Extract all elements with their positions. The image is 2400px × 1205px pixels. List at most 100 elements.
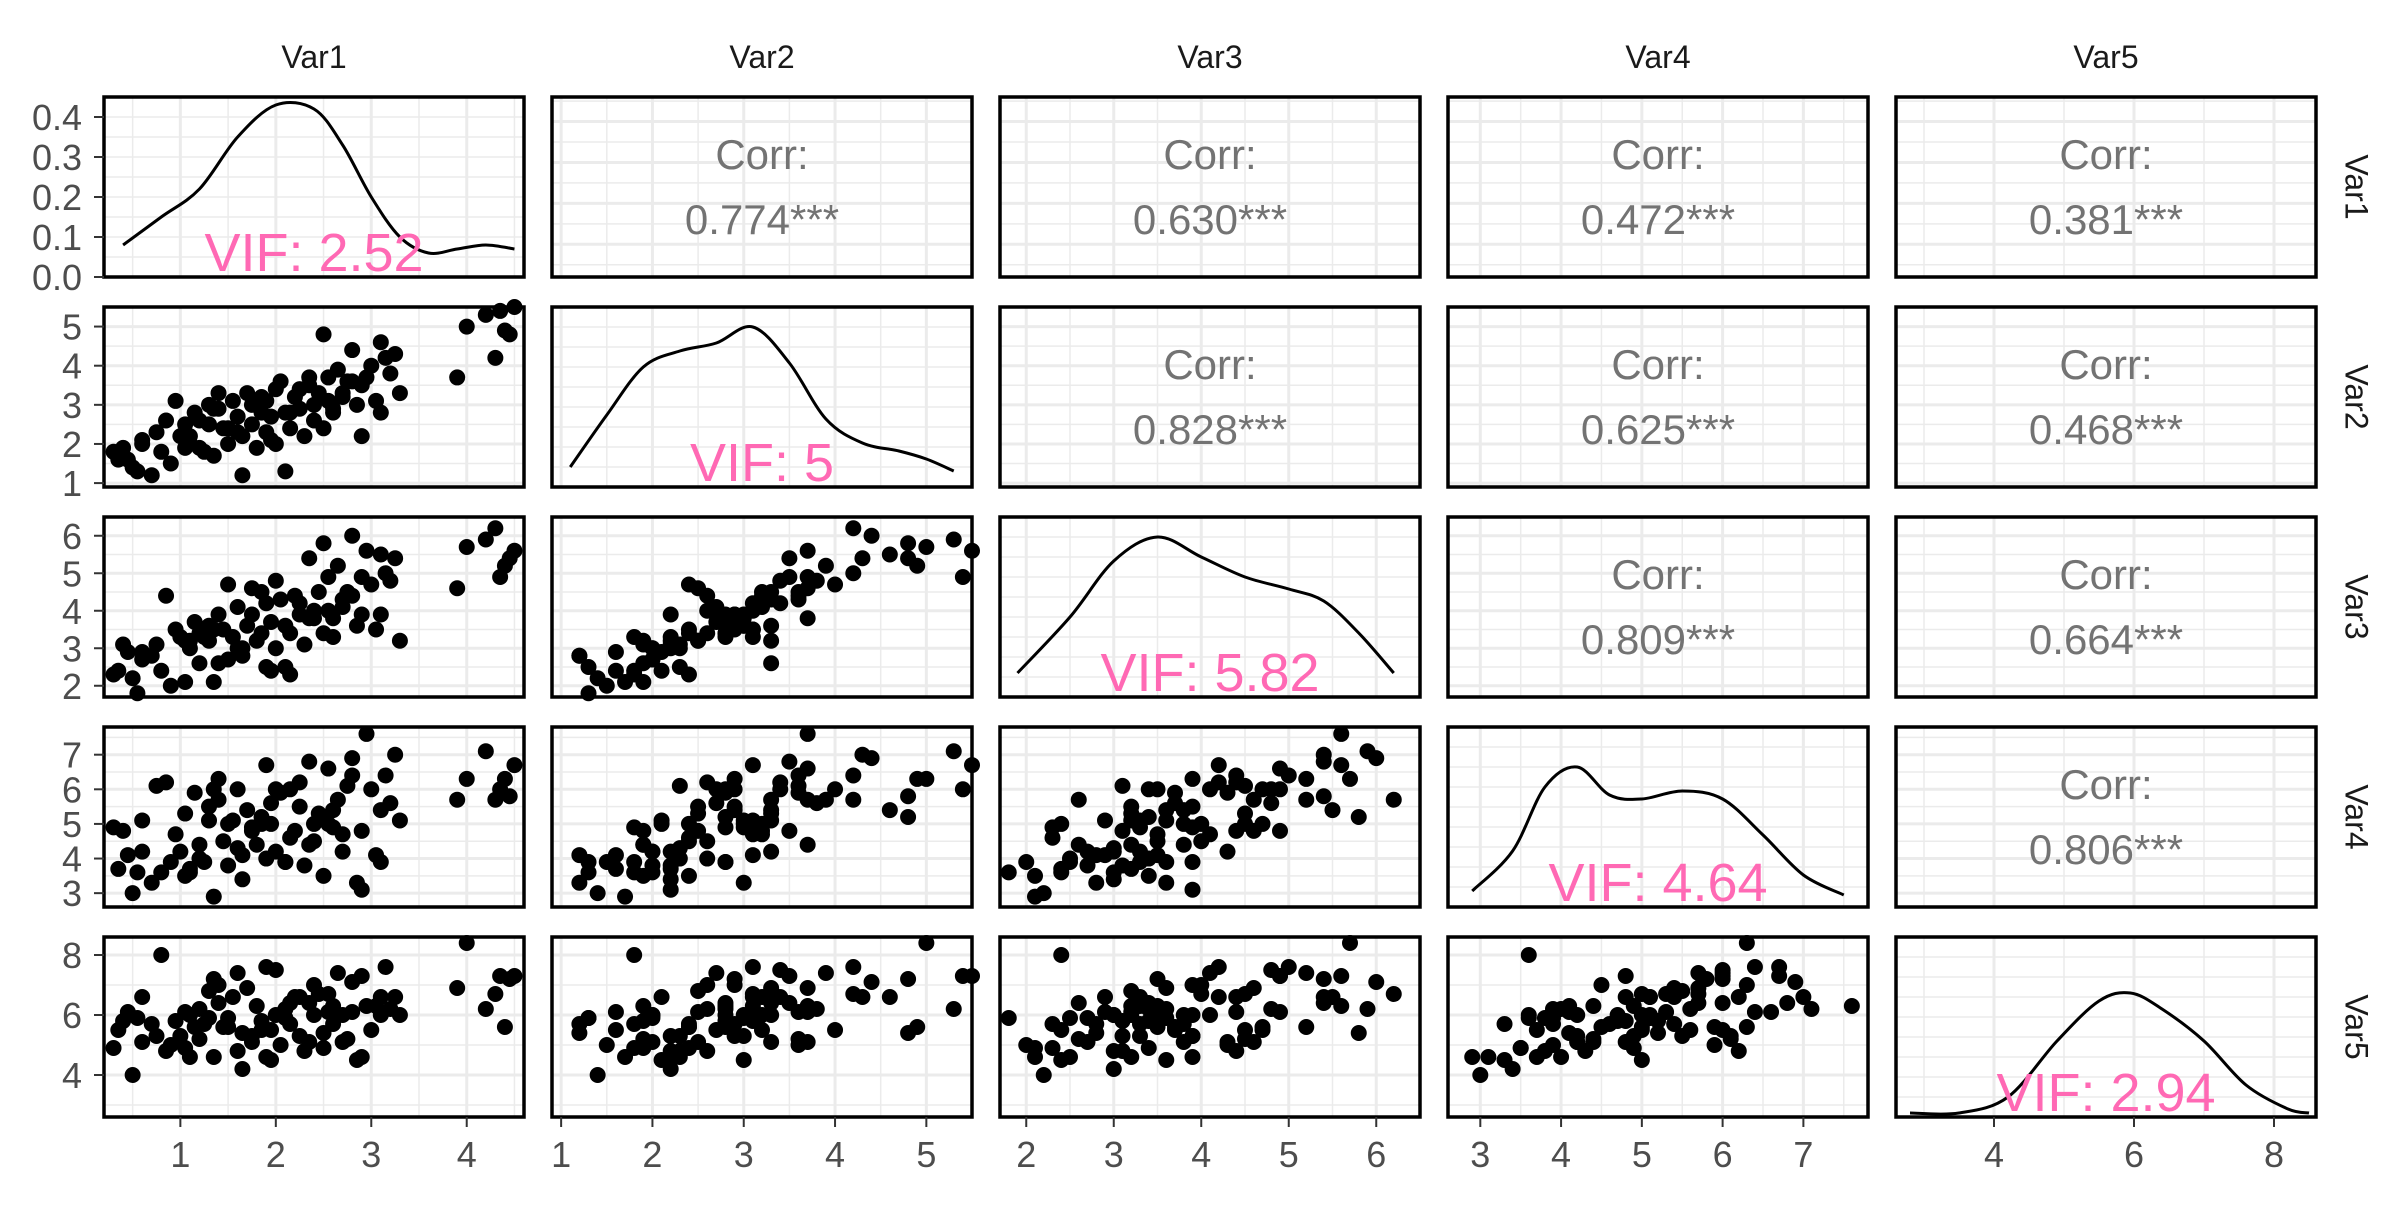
scatter-point bbox=[644, 857, 661, 874]
corr-value: 0.472*** bbox=[1581, 196, 1735, 243]
scatter-point bbox=[477, 306, 494, 323]
scatter-point bbox=[353, 822, 370, 839]
scatter-point bbox=[1254, 815, 1271, 832]
scatter-point bbox=[799, 836, 816, 853]
scatter-point bbox=[353, 1049, 370, 1065]
scatter-point bbox=[501, 788, 518, 805]
scatter-point bbox=[699, 977, 716, 993]
corr-label: Corr: bbox=[715, 131, 808, 178]
corr-label: Corr: bbox=[2059, 131, 2152, 178]
scatter-point bbox=[358, 542, 375, 559]
scatter-point bbox=[900, 550, 917, 567]
scatter-point bbox=[571, 874, 588, 891]
scatter-point bbox=[744, 998, 761, 1014]
scatter-point bbox=[817, 557, 834, 574]
scatter-point bbox=[1609, 1013, 1626, 1029]
scatter-point bbox=[1520, 1010, 1537, 1026]
scatter-point bbox=[210, 385, 227, 402]
scatter-point bbox=[263, 408, 280, 425]
scatter-point bbox=[954, 781, 971, 798]
scatter-point bbox=[162, 677, 179, 694]
x-tick-label: 2 bbox=[1016, 1134, 1036, 1175]
x-tick-label: 8 bbox=[2264, 1134, 2284, 1175]
y-tick-label: 5 bbox=[62, 307, 82, 348]
scatter-point bbox=[1843, 998, 1860, 1014]
scatter-point bbox=[735, 1010, 752, 1026]
scatter-point bbox=[1245, 980, 1262, 996]
scatter-point bbox=[1280, 767, 1297, 784]
scatter-point bbox=[1272, 781, 1288, 798]
scatter-point bbox=[177, 674, 194, 690]
scatter-point bbox=[1184, 770, 1201, 787]
scatter-point bbox=[1140, 781, 1157, 798]
scatter-point bbox=[458, 935, 475, 951]
scatter-point bbox=[900, 971, 917, 987]
x-tick-label: 1 bbox=[551, 1134, 571, 1175]
scatter-point bbox=[763, 843, 780, 860]
scatter-point bbox=[662, 606, 679, 623]
scatter-point bbox=[201, 1010, 217, 1026]
scatter-point bbox=[148, 1028, 165, 1044]
scatter-point bbox=[353, 881, 370, 898]
scatter-point bbox=[201, 396, 217, 413]
y-tick-label: 0.1 bbox=[32, 217, 82, 258]
scatter-point bbox=[653, 662, 670, 679]
scatter-point bbox=[239, 980, 256, 996]
scatter-point bbox=[598, 1037, 615, 1053]
scatter-point bbox=[772, 774, 789, 791]
panel-border bbox=[102, 305, 526, 489]
scatter-point bbox=[377, 767, 394, 784]
scatter-point bbox=[827, 576, 844, 593]
scatter-point bbox=[334, 1034, 351, 1050]
scatter-point bbox=[301, 550, 318, 567]
strip-label-row: Var2 bbox=[2339, 364, 2375, 429]
scatter-point bbox=[220, 857, 237, 874]
scatter-point bbox=[258, 757, 275, 774]
scatter-point bbox=[1553, 1049, 1570, 1065]
scatter-point bbox=[1184, 881, 1201, 898]
scatter-point bbox=[781, 550, 798, 567]
scatter-point bbox=[781, 569, 798, 585]
scatter-point bbox=[1123, 860, 1140, 877]
scatter-point bbox=[301, 836, 318, 853]
scatter-point bbox=[329, 361, 346, 378]
scatter-point bbox=[1123, 1004, 1140, 1020]
scatter-point bbox=[382, 365, 399, 382]
x-tick-label: 2 bbox=[642, 1134, 662, 1175]
scatter-point bbox=[391, 812, 408, 829]
scatter-point bbox=[191, 412, 208, 429]
scatter-point bbox=[635, 674, 652, 690]
scatter-point bbox=[726, 802, 743, 819]
y-tick-label: 4 bbox=[62, 839, 82, 880]
scatter-point bbox=[690, 1004, 707, 1020]
corr-value: 0.630*** bbox=[1133, 196, 1287, 243]
scatter-point bbox=[1738, 935, 1755, 951]
scatter-point bbox=[1018, 854, 1035, 870]
y-tick-label: 5 bbox=[62, 804, 82, 845]
y-tick-label: 7 bbox=[62, 735, 82, 776]
scatter-point bbox=[1324, 802, 1341, 819]
x-tick-label: 6 bbox=[1366, 1134, 1386, 1175]
scatter-point bbox=[744, 847, 761, 864]
scatter-point bbox=[391, 385, 408, 402]
scatter-point bbox=[763, 591, 780, 608]
scatter-point bbox=[253, 1022, 270, 1038]
scatter-point bbox=[1298, 770, 1315, 787]
scatter-point bbox=[320, 602, 337, 619]
scatter-point bbox=[363, 357, 380, 374]
scatter-point bbox=[162, 854, 179, 870]
scatter-point bbox=[589, 1067, 606, 1083]
scatter-point bbox=[158, 412, 175, 429]
scatter-point bbox=[134, 843, 151, 860]
scatter-point bbox=[1690, 995, 1707, 1011]
scatter-point bbox=[945, 1001, 962, 1017]
scatter-point bbox=[329, 965, 346, 981]
y-tick-label: 0.3 bbox=[32, 137, 82, 178]
scatter-point bbox=[1175, 836, 1192, 853]
scatter-point bbox=[134, 435, 151, 452]
scatter-point bbox=[181, 860, 198, 877]
y-tick-label: 8 bbox=[62, 935, 82, 976]
scatter-point bbox=[690, 805, 707, 822]
scatter-point bbox=[617, 888, 634, 905]
